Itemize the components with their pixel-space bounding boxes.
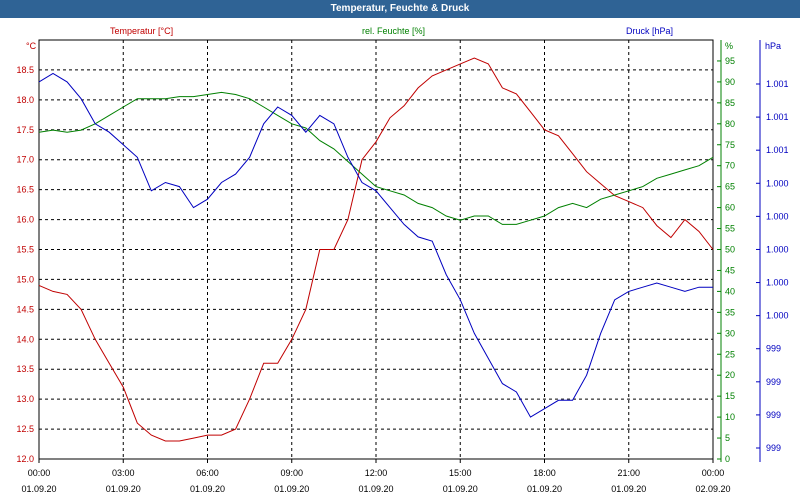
humidity-tick-label: 95 bbox=[725, 56, 735, 66]
temperature-tick-label: 17.0 bbox=[16, 155, 34, 165]
pressure-tick-label: 999 bbox=[766, 344, 781, 354]
pressure-tick-label: 1.000 bbox=[766, 244, 789, 254]
x-tick-date: 01.09.20 bbox=[611, 484, 646, 494]
temperature-tick-label: 16.5 bbox=[16, 185, 34, 195]
temperature-tick-label: 15.5 bbox=[16, 245, 34, 255]
x-tick-date: 01.09.20 bbox=[274, 484, 309, 494]
humidity-tick-label: 85 bbox=[725, 98, 735, 108]
humidity-tick-label: 50 bbox=[725, 245, 735, 255]
chart-title: Temperatur, Feuchte & Druck bbox=[0, 0, 800, 18]
x-tick-date: 01.09.20 bbox=[190, 484, 225, 494]
humidity-tick-label: 20 bbox=[725, 370, 735, 380]
humidity-tick-label: 45 bbox=[725, 265, 735, 275]
pressure-tick-label: 1.001 bbox=[766, 112, 789, 122]
humidity-tick-label: 5 bbox=[725, 433, 730, 443]
humidity-tick-label: 30 bbox=[725, 328, 735, 338]
x-tick-date: 01.09.20 bbox=[21, 484, 56, 494]
pressure-tick-label: 1.001 bbox=[766, 79, 789, 89]
pressure-tick-label: 1.000 bbox=[766, 211, 789, 221]
humidity-unit: % bbox=[725, 41, 733, 51]
temperature-tick-label: 13.0 bbox=[16, 394, 34, 404]
x-tick-date: 01.09.20 bbox=[358, 484, 393, 494]
humidity-axis-label: rel. Feuchte [%] bbox=[362, 26, 425, 36]
temperature-tick-label: 14.0 bbox=[16, 334, 34, 344]
x-tick-time: 15:00 bbox=[449, 468, 472, 478]
temperature-unit: °C bbox=[26, 41, 37, 51]
humidity-tick-label: 40 bbox=[725, 286, 735, 296]
x-tick-date: 01.09.20 bbox=[106, 484, 141, 494]
temperature-tick-label: 18.0 bbox=[16, 95, 34, 105]
temperature-tick-label: 17.5 bbox=[16, 125, 34, 135]
x-tick-date: 01.09.20 bbox=[443, 484, 478, 494]
x-tick-time: 03:00 bbox=[112, 468, 135, 478]
humidity-tick-label: 25 bbox=[725, 349, 735, 359]
temperature-tick-label: 13.5 bbox=[16, 364, 34, 374]
x-tick-time: 00:00 bbox=[702, 468, 725, 478]
humidity-tick-label: 75 bbox=[725, 140, 735, 150]
temperature-tick-label: 12.0 bbox=[16, 454, 34, 464]
temperature-tick-label: 16.0 bbox=[16, 215, 34, 225]
pressure-tick-label: 999 bbox=[766, 377, 781, 387]
humidity-tick-label: 10 bbox=[725, 412, 735, 422]
pressure-unit: hPa bbox=[765, 41, 781, 51]
temperature-line bbox=[38, 57, 714, 442]
pressure-tick-label: 1.001 bbox=[766, 145, 789, 155]
pressure-axis-label: Druck [hPa] bbox=[626, 26, 673, 36]
humidity-tick-label: 90 bbox=[725, 77, 735, 87]
humidity-line bbox=[38, 91, 714, 225]
temperature-tick-label: 15.0 bbox=[16, 274, 34, 284]
humidity-tick-label: 80 bbox=[725, 119, 735, 129]
pressure-tick-label: 999 bbox=[766, 443, 781, 453]
humidity-tick-label: 15 bbox=[725, 391, 735, 401]
humidity-tick-label: 55 bbox=[725, 224, 735, 234]
x-tick-time: 09:00 bbox=[280, 468, 303, 478]
humidity-tick-label: 0 bbox=[725, 454, 730, 464]
pressure-tick-label: 1.000 bbox=[766, 178, 789, 188]
x-tick-time: 00:00 bbox=[28, 468, 51, 478]
x-tick-date: 02.09.20 bbox=[695, 484, 730, 494]
temperature-tick-label: 12.5 bbox=[16, 424, 34, 434]
humidity-tick-label: 65 bbox=[725, 182, 735, 192]
temperature-tick-label: 14.5 bbox=[16, 304, 34, 314]
pressure-tick-label: 999 bbox=[766, 410, 781, 420]
humidity-tick-label: 35 bbox=[725, 307, 735, 317]
x-tick-time: 18:00 bbox=[533, 468, 556, 478]
humidity-tick-label: 70 bbox=[725, 161, 735, 171]
x-tick-time: 21:00 bbox=[617, 468, 640, 478]
x-tick-date: 01.09.20 bbox=[527, 484, 562, 494]
temperature-tick-label: 18.5 bbox=[16, 65, 34, 75]
x-tick-time: 06:00 bbox=[196, 468, 219, 478]
x-tick-time: 12:00 bbox=[365, 468, 388, 478]
temperature-axis-label: Temperatur [°C] bbox=[110, 26, 173, 36]
pressure-tick-label: 1.000 bbox=[766, 311, 789, 321]
pressure-tick-label: 1.000 bbox=[766, 278, 789, 288]
grid-lines bbox=[39, 40, 713, 459]
humidity-tick-label: 60 bbox=[725, 203, 735, 213]
pressure-line bbox=[38, 72, 713, 418]
